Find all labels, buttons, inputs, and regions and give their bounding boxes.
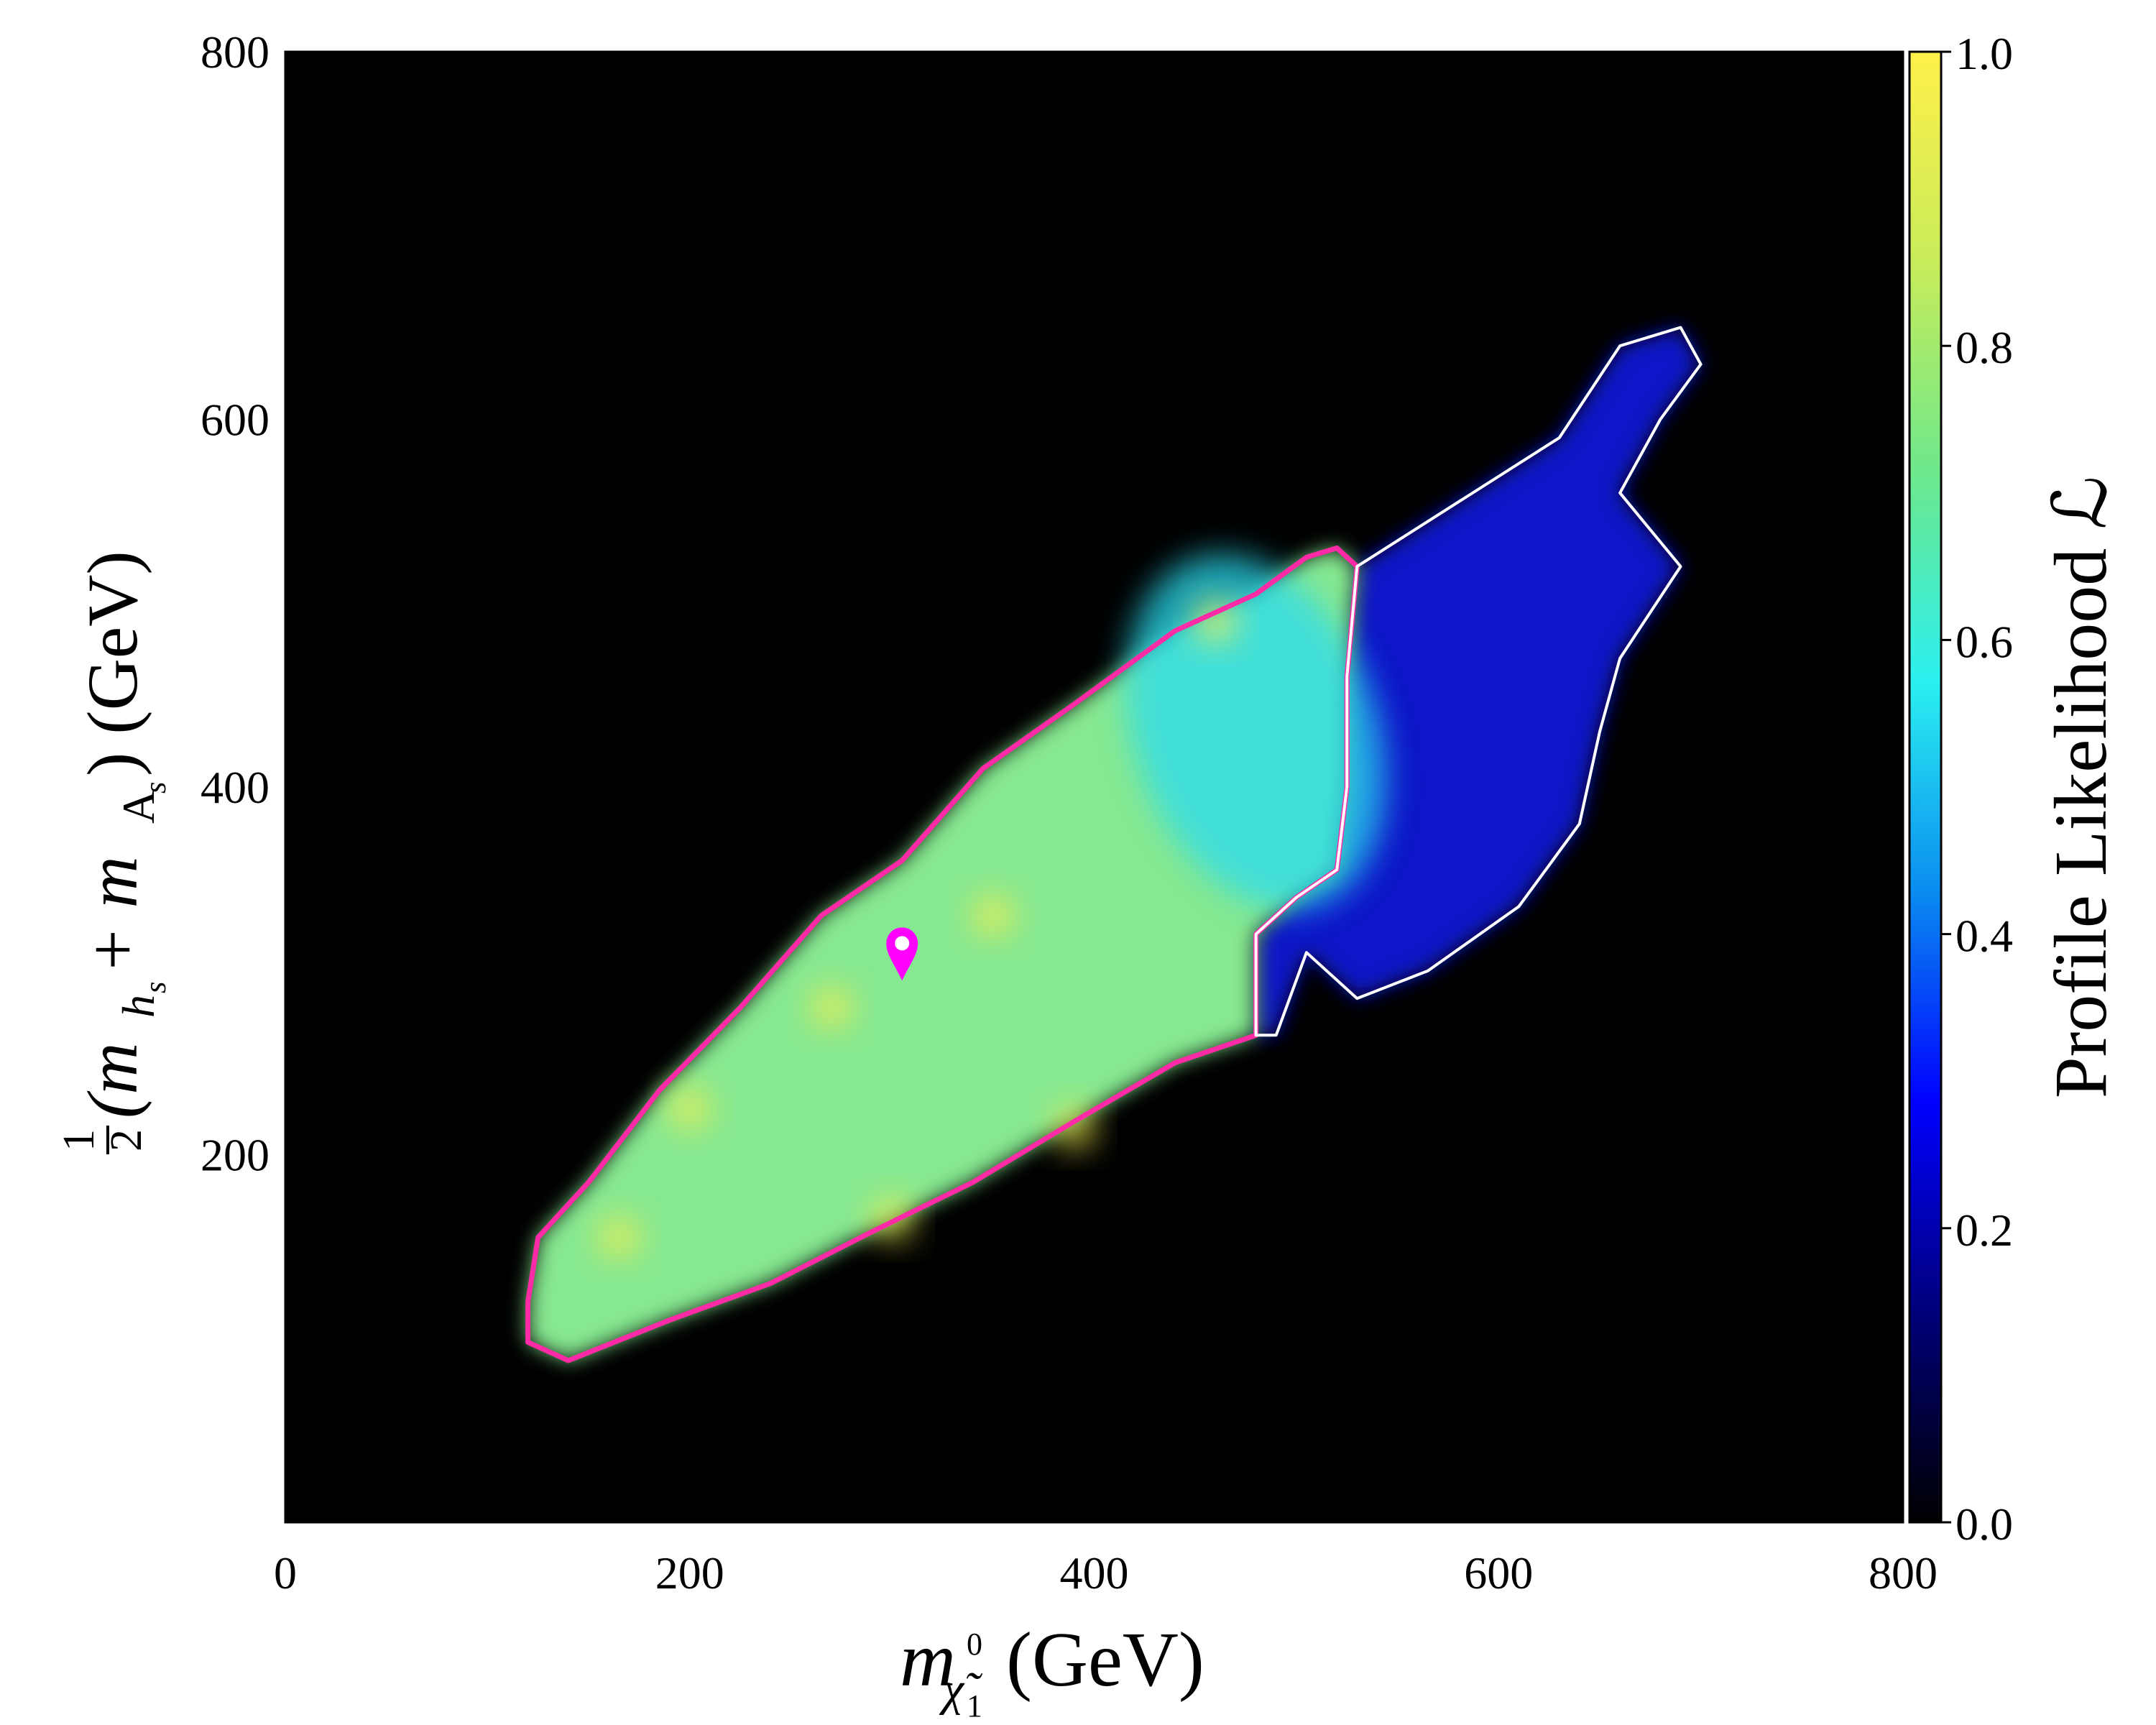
y-axis-symbol-2: + m xyxy=(73,856,152,975)
heat-bright-spot-3 xyxy=(809,985,853,1029)
contour-layer xyxy=(525,326,1703,1363)
heat-bright-spot-4 xyxy=(1194,599,1238,643)
y-axis-subscript-1: h xyxy=(113,995,164,1018)
heat-cyan-band xyxy=(1125,554,1386,910)
x-tick-label-800: 800 xyxy=(1869,1547,1938,1598)
y-axis-label: 1 2 (m h s + m A s ) (GeV) xyxy=(55,551,172,1154)
y-tick-label-800: 800 xyxy=(201,27,270,78)
heat-bright-spot-1 xyxy=(870,1197,914,1241)
x-axis-subscript-index: 1 xyxy=(967,1688,982,1724)
x-tick-label-0: 0 xyxy=(274,1547,297,1598)
x-axis-label: m χ̃ 1 0 (GeV) xyxy=(900,1617,1204,1724)
y-axis-subscript-2-index: s xyxy=(139,782,172,794)
y-tick-label-600: 600 xyxy=(201,395,270,446)
x-axis-symbol: m xyxy=(900,1617,956,1703)
y-axis-subscript-1-index: s xyxy=(139,982,172,993)
y-axis-fraction-numerator: 1 xyxy=(55,1129,103,1151)
y-tick-label-400: 400 xyxy=(201,762,270,813)
heat-bright-spot-0 xyxy=(597,1215,641,1259)
y-axis-symbol-1: (m xyxy=(73,1042,152,1118)
best-fit-marker xyxy=(886,927,918,981)
y-tick-label-200: 200 xyxy=(201,1130,270,1181)
colorbar-tick-label-1: 0.2 xyxy=(1955,1205,2013,1256)
colorbar-label: Profile Likelihood ℒ xyxy=(2040,476,2122,1098)
axis-ticks: 0 200 400 600 800 200 400 600 800 xyxy=(201,27,1938,1598)
heatmap-layer xyxy=(528,327,1701,1361)
colorbar-tick-label-3: 0.6 xyxy=(1955,616,2013,667)
best-fit-marker-dot xyxy=(895,936,910,951)
best-fit-layer xyxy=(886,927,918,981)
contour-1 xyxy=(1254,326,1703,1037)
x-axis-unit: (GeV) xyxy=(1006,1617,1204,1703)
x-axis-superscript: 0 xyxy=(967,1627,982,1662)
colorbar-ticks: 0.0 0.2 0.4 0.6 0.8 1.0 xyxy=(1941,28,2013,1550)
heat-bright-spot-6 xyxy=(971,894,1015,938)
y-axis-fraction-denominator: 2 xyxy=(102,1129,151,1151)
colorbar-tick-label-5: 1.0 xyxy=(1955,28,2013,79)
x-tick-label-400: 400 xyxy=(1060,1547,1129,1598)
colorbar-tick-label-2: 0.4 xyxy=(1955,911,2013,962)
colorbar-tick-label-4: 0.8 xyxy=(1955,322,2013,373)
heat-bright-spot-5 xyxy=(668,1087,711,1131)
y-axis-subscript-2: A xyxy=(113,791,164,824)
x-tick-label-600: 600 xyxy=(1464,1547,1533,1598)
x-tick-label-200: 200 xyxy=(655,1547,724,1598)
colorbar-tick-label-0: 0.0 xyxy=(1955,1499,2013,1550)
y-axis-unit: ) (GeV) xyxy=(73,551,152,776)
colorbar xyxy=(1908,50,1943,1524)
